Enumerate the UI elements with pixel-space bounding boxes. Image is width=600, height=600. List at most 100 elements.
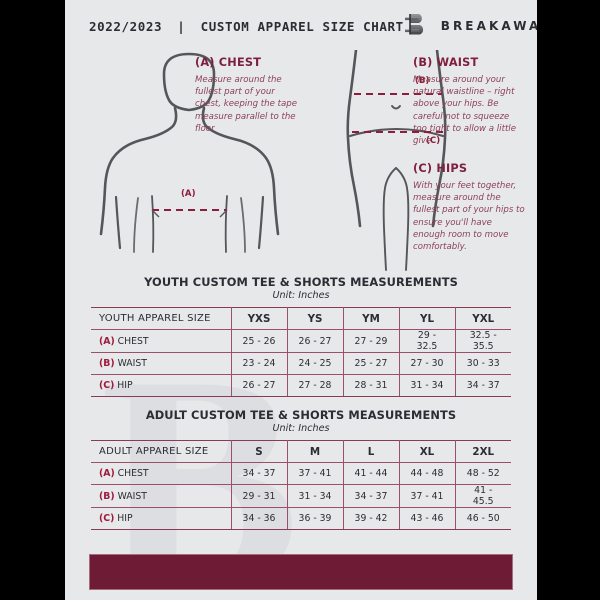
adult-table-unit: Unit: Inches <box>272 423 330 434</box>
info-body-waist: Measure around your natural waistline – … <box>413 75 516 147</box>
youth-size-header: YS <box>286 307 344 330</box>
youth-size-header: YM <box>342 307 400 330</box>
adult-row-label: (B) WAIST <box>91 484 232 508</box>
youth-cell: 32.5 - 35.5 <box>454 329 511 353</box>
youth-table-row: (B) WAIST 23 - 24 24 - 25 25 - 27 27 - 30 30 … <box>91 352 511 375</box>
youth-table-body: YOUTH APPAREL SIZE YXS YS YM YL YXL (A) CHEST 2… <box>91 307 511 397</box>
footer-bar <box>89 554 513 590</box>
info-block-chest: (A) CHEST Measure around the fullest par… <box>195 56 300 135</box>
youth-cell: 26 - 27 <box>286 329 344 353</box>
adult-row-tag: (A) <box>99 468 115 479</box>
adult-size-header: 2XL <box>454 440 511 463</box>
youth-table-unit: Unit: Inches <box>272 290 330 301</box>
adult-cell: 43 - 46 <box>398 507 456 530</box>
youth-cell: 24 - 25 <box>286 352 344 375</box>
adult-cell: 34 - 37 <box>230 462 288 485</box>
youth-row-tag: (C) <box>99 380 115 391</box>
adult-header-label: ADULT APPAREL SIZE <box>91 440 232 463</box>
info-heading-waist: (B) WAIST <box>413 56 479 69</box>
adult-row-name: HIP <box>117 513 133 524</box>
adult-table-title: ADULT CUSTOM TEE & SHORTS MEASUREMENTS <box>145 408 457 422</box>
youth-table-title: YOUTH CUSTOM TEE & SHORTS MEASUREMENTS <box>144 275 458 289</box>
info-body-hips: With your feet together, measure around … <box>413 181 525 253</box>
adult-cell: 37 - 41 <box>398 484 456 508</box>
youth-cell: 23 - 24 <box>230 352 288 375</box>
youth-cell: 27 - 29 <box>342 329 400 353</box>
info-block-waist: (B) WAIST Measure around your natural wa… <box>413 56 525 147</box>
youth-header-label: YOUTH APPAREL SIZE <box>91 307 232 330</box>
youth-header-row: YOUTH APPAREL SIZE YXS YS YM YL YXL <box>91 307 511 330</box>
header-separator: | <box>177 18 186 34</box>
hips-marker-label: (C) <box>426 136 441 146</box>
adult-row-tag: (B) <box>99 490 115 502</box>
youth-size-table: YOUTH APPAREL SIZE YXS YS YM YL YXL (A) CHEST 2… <box>91 307 511 397</box>
waist-marker-label: (B) <box>415 76 430 86</box>
youth-row-name: HIP <box>117 380 133 391</box>
adult-row-name: WAIST <box>117 490 147 502</box>
adult-cell: 39 - 42 <box>342 507 400 530</box>
youth-cell: 25 - 27 <box>342 352 400 375</box>
youth-measurements-section: YOUTH CUSTOM TEE & SHORTS MEASUREMENTS U… <box>65 275 537 397</box>
youth-row-name: CHEST <box>117 335 149 347</box>
adult-cell: 31 - 34 <box>286 484 344 508</box>
adult-measurements-section: ADULT CUSTOM TEE & SHORTS MEASUREMENTS U… <box>65 408 537 530</box>
adult-cell: 34 - 37 <box>342 484 400 508</box>
youth-cell: 30 - 33 <box>454 352 511 375</box>
adult-size-header: L <box>342 440 400 463</box>
adult-size-header: XL <box>398 440 456 463</box>
adult-table-row: (A) CHEST 34 - 37 37 - 41 41 - 44 44 - 48 48 … <box>91 462 511 485</box>
header-title-line: 2022/2023 | CUSTOM APPAREL SIZE CHART <box>89 19 404 34</box>
youth-row-label: (C) HIP <box>91 374 232 397</box>
youth-cell: 29 - 32.5 <box>398 329 456 353</box>
adult-cell: 46 - 50 <box>454 507 511 530</box>
youth-row-label: (B) WAIST <box>91 352 232 375</box>
youth-row-name: WAIST <box>117 358 147 369</box>
youth-row-tag: (A) <box>99 335 115 347</box>
youth-size-header: YXL <box>454 307 511 330</box>
adult-size-table: ADULT APPAREL SIZE S M L XL 2XL (A) CHEST 34 - … <box>91 440 511 530</box>
youth-row-label: (A) CHEST <box>91 329 232 353</box>
adult-cell: 36 - 39 <box>286 507 344 530</box>
adult-cell: 41 - 45.5 <box>454 484 511 508</box>
info-heading-hips: (C) HIPS <box>413 162 468 175</box>
adult-header-row: ADULT APPAREL SIZE S M L XL 2XL <box>91 440 511 463</box>
page-title: CUSTOM APPAREL SIZE CHART <box>200 18 404 34</box>
youth-table-row: (C) HIP 26 - 27 27 - 28 28 - 31 31 - 34 34 - … <box>91 374 511 397</box>
breakaway-b-logo-icon <box>404 10 430 43</box>
size-chart-page: B 2022/2023 | CUSTOM APPAREL SIZE CHART <box>65 0 537 600</box>
adult-cell: 48 - 52 <box>454 462 511 485</box>
youth-cell: 27 - 30 <box>398 352 456 375</box>
measurement-diagram: (A) (B) (C) (A) CHEST Measure around the… <box>65 50 537 272</box>
youth-table-row: (A) CHEST 25 - 26 26 - 27 27 - 29 29 - 32.5 3… <box>91 329 511 353</box>
adult-cell: 37 - 41 <box>286 462 344 485</box>
adult-table-row: (B) WAIST 29 - 31 31 - 34 34 - 37 37 - 41 41 … <box>91 484 511 508</box>
youth-cell: 28 - 31 <box>342 374 400 397</box>
info-body-chest: Measure around the fullest part of your … <box>195 75 298 134</box>
body-figures-illustration <box>99 50 447 271</box>
youth-cell: 26 - 27 <box>230 374 288 397</box>
youth-size-header: YL <box>398 307 456 330</box>
youth-cell: 25 - 26 <box>230 329 288 353</box>
season-label: 2022/2023 <box>89 18 163 34</box>
adult-row-tag: (C) <box>99 513 115 524</box>
youth-cell: 27 - 28 <box>286 374 344 397</box>
brand-lockup: BREAKAWAY <box>404 10 537 43</box>
youth-size-header: YXS <box>230 307 288 330</box>
adult-cell: 41 - 44 <box>342 462 400 485</box>
brand-name: BREAKAWAY <box>440 19 537 33</box>
adult-row-label: (C) HIP <box>91 507 232 530</box>
info-heading-chest: (A) CHEST <box>195 56 262 69</box>
adult-cell: 44 - 48 <box>398 462 456 485</box>
adult-row-name: CHEST <box>117 468 149 479</box>
adult-row-label: (A) CHEST <box>91 462 232 485</box>
youth-row-tag: (B) <box>99 358 115 369</box>
youth-cell: 34 - 37 <box>454 374 511 397</box>
info-block-hips: (C) HIPS With your feet together, measur… <box>413 162 525 253</box>
chest-marker-label: (A) <box>181 189 196 199</box>
page-header: 2022/2023 | CUSTOM APPAREL SIZE CHART <box>65 0 537 52</box>
youth-cell: 31 - 34 <box>398 374 456 397</box>
adult-size-header: S <box>230 440 288 463</box>
adult-size-header: M <box>286 440 344 463</box>
adult-table-body: ADULT APPAREL SIZE S M L XL 2XL (A) CHEST 34 - … <box>91 440 511 530</box>
adult-cell: 29 - 31 <box>230 484 288 508</box>
